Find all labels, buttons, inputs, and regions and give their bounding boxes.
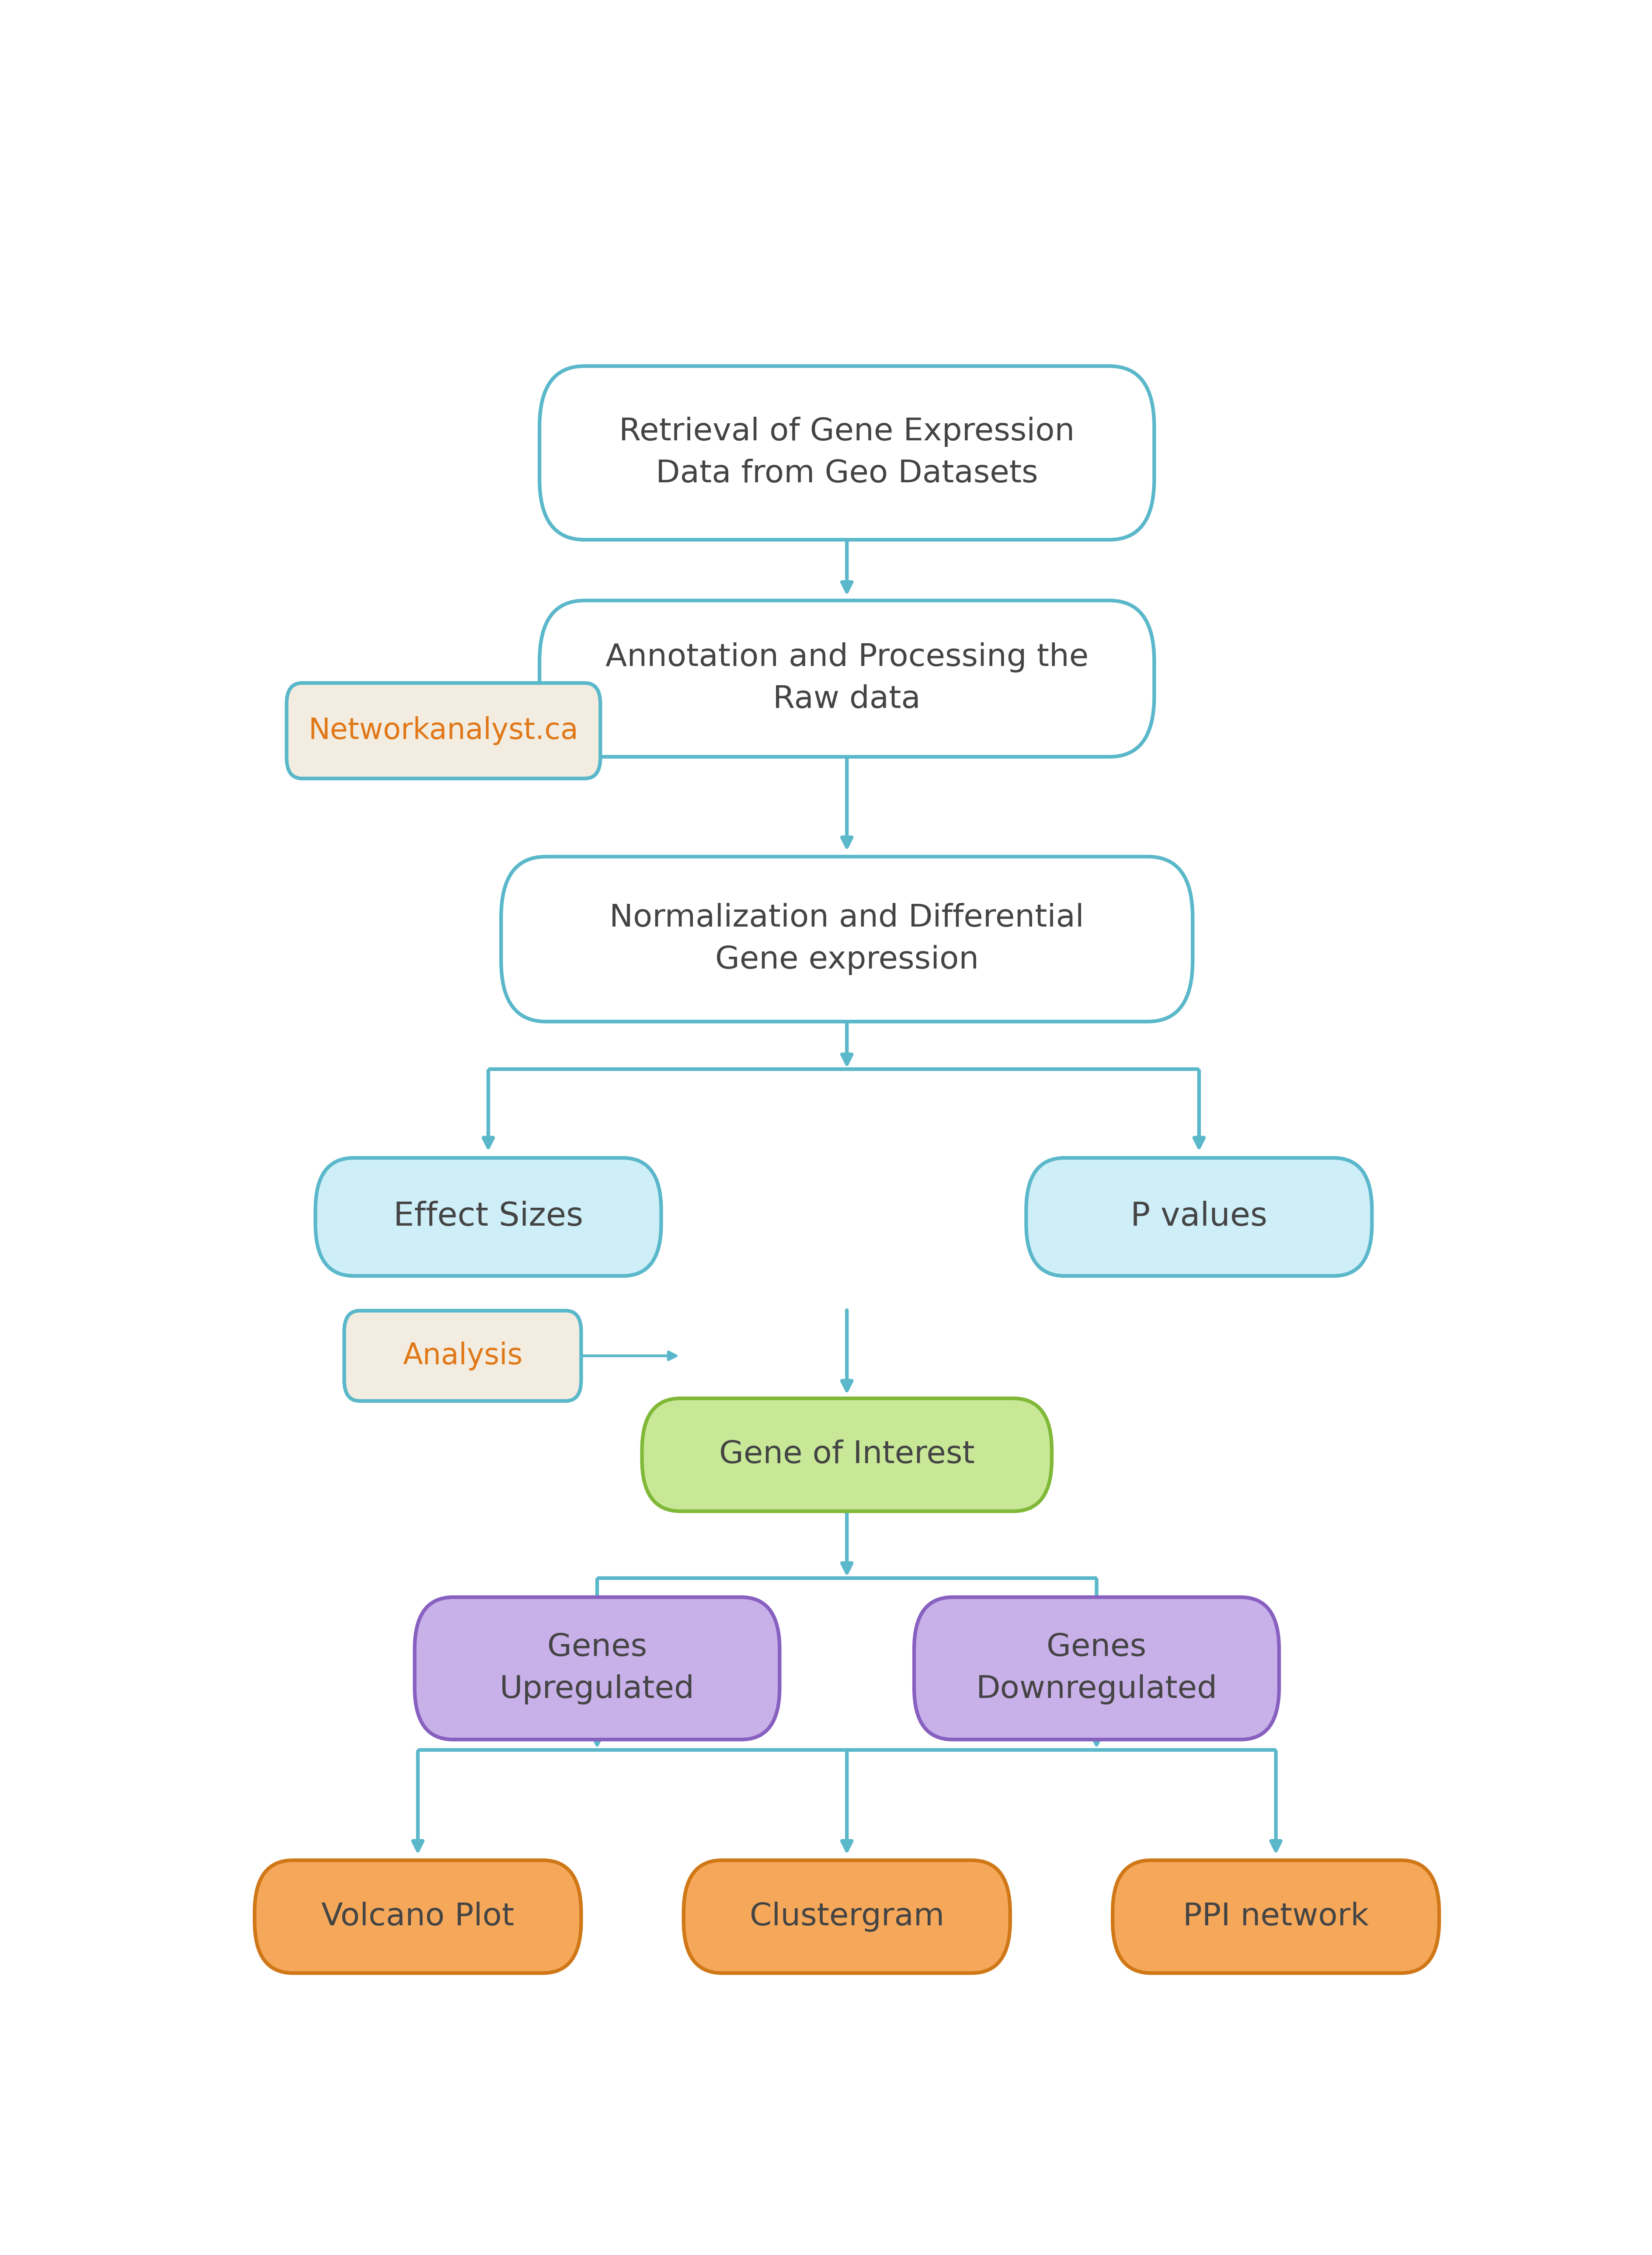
FancyBboxPatch shape xyxy=(684,1860,1009,1973)
FancyBboxPatch shape xyxy=(641,1398,1051,1511)
Text: Clustergram: Clustergram xyxy=(750,1901,943,1933)
Text: Effect Sizes: Effect Sizes xyxy=(393,1202,583,1233)
Text: Volcano Plot: Volcano Plot xyxy=(322,1901,514,1933)
FancyBboxPatch shape xyxy=(501,857,1193,1022)
Text: Genes
Downregulated: Genes Downregulated xyxy=(976,1633,1218,1705)
FancyBboxPatch shape xyxy=(1112,1860,1439,1973)
FancyBboxPatch shape xyxy=(254,1860,582,1973)
Text: PPI network: PPI network xyxy=(1183,1901,1368,1933)
FancyBboxPatch shape xyxy=(1026,1157,1371,1276)
FancyBboxPatch shape xyxy=(344,1310,582,1400)
Text: Gene of Interest: Gene of Interest xyxy=(719,1439,975,1470)
FancyBboxPatch shape xyxy=(415,1597,780,1739)
FancyBboxPatch shape xyxy=(539,600,1153,758)
Text: Retrieval of Gene Expression
Data from Geo Datasets: Retrieval of Gene Expression Data from G… xyxy=(620,417,1074,489)
Text: Annotation and Processing the
Raw data: Annotation and Processing the Raw data xyxy=(605,643,1089,715)
FancyBboxPatch shape xyxy=(286,683,600,778)
FancyBboxPatch shape xyxy=(316,1157,661,1276)
Text: Networkanalyst.ca: Networkanalyst.ca xyxy=(309,717,578,744)
Text: Genes
Upregulated: Genes Upregulated xyxy=(499,1633,694,1705)
FancyBboxPatch shape xyxy=(539,365,1153,539)
Text: P values: P values xyxy=(1130,1202,1267,1233)
Text: Analysis: Analysis xyxy=(403,1342,522,1371)
FancyBboxPatch shape xyxy=(914,1597,1279,1739)
Text: Normalization and Differential
Gene expression: Normalization and Differential Gene expr… xyxy=(610,902,1084,974)
